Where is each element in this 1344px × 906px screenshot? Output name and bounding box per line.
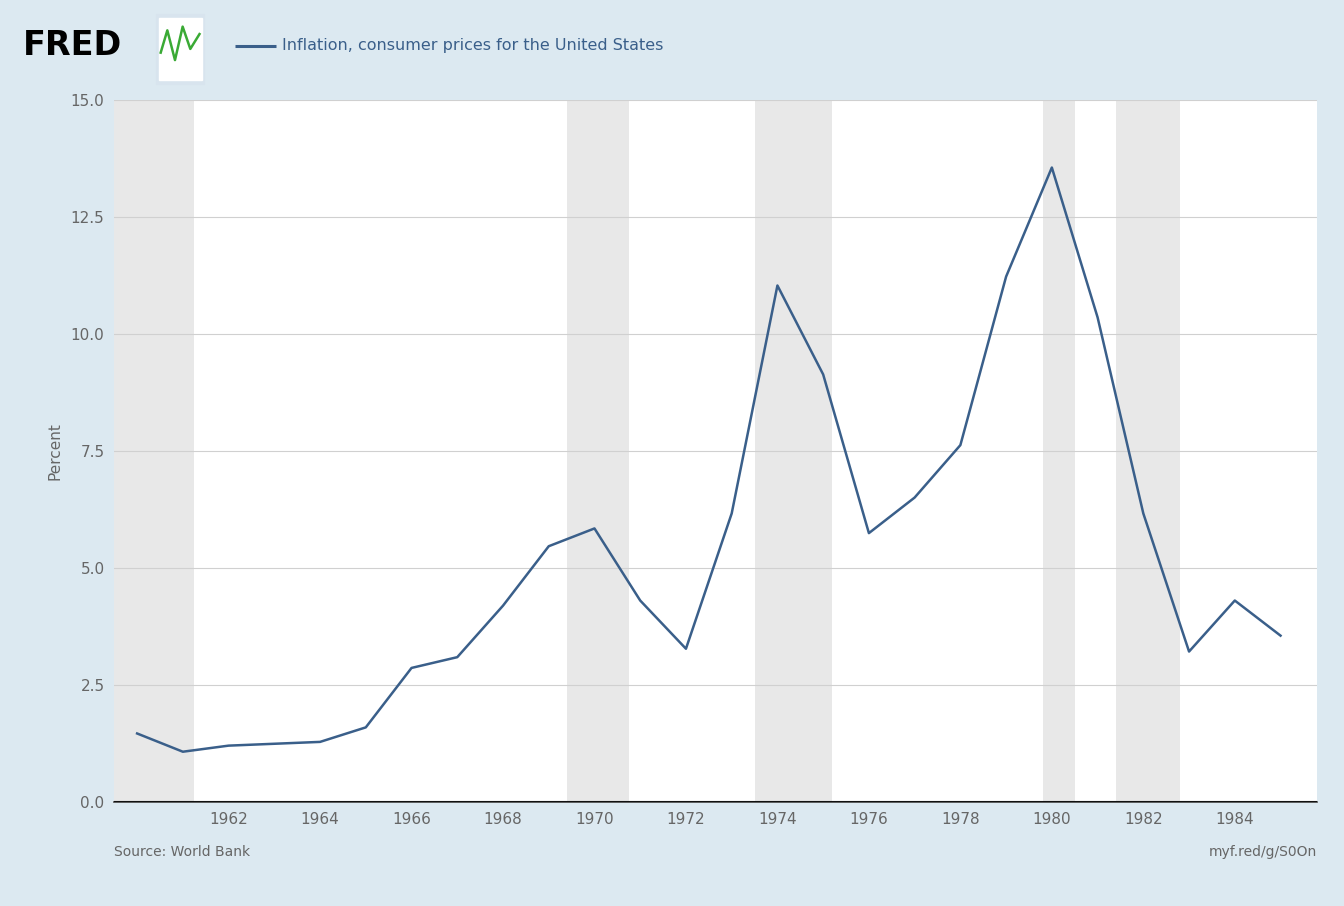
Bar <box>159 18 202 80</box>
Text: myf.red/g/S0On: myf.red/g/S0On <box>1208 845 1317 859</box>
Bar <box>754 100 832 802</box>
Y-axis label: Percent: Percent <box>47 422 62 479</box>
Text: Inflation, consumer prices for the United States: Inflation, consumer prices for the Unite… <box>282 38 664 53</box>
Bar <box>567 100 629 802</box>
Bar <box>1043 100 1075 802</box>
Text: Source: World Bank: Source: World Bank <box>114 845 250 859</box>
Bar <box>114 100 195 802</box>
Bar <box>1116 100 1180 802</box>
Text: FRED: FRED <box>23 29 122 63</box>
